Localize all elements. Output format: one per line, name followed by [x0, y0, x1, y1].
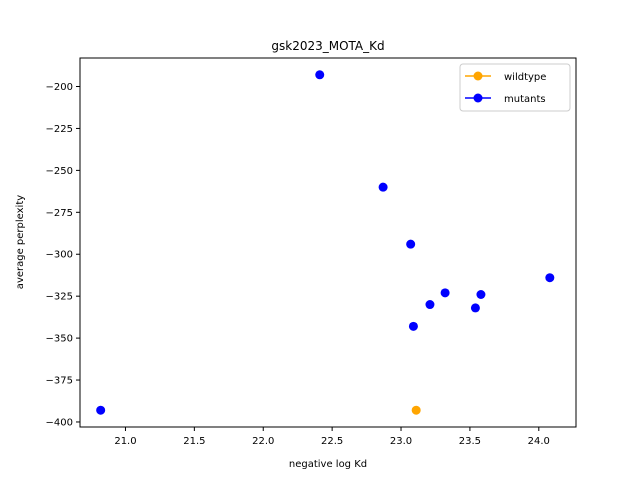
x-tick-label: 22.5 — [321, 436, 343, 447]
x-axis-ticks: 21.0 21.5 22.0 22.5 23.0 23.5 24.0 — [114, 427, 550, 447]
data-point-mutants — [440, 288, 450, 298]
data-point-mutants — [408, 321, 418, 331]
y-tick-label: −250 — [46, 166, 73, 177]
data-points — [96, 70, 555, 415]
x-tick-label: 21.5 — [183, 436, 205, 447]
legend-mutants-label: mutants — [504, 94, 546, 105]
x-tick-label: 21.0 — [114, 436, 136, 447]
data-point-mutants — [378, 182, 388, 192]
y-tick-label: −225 — [46, 124, 73, 135]
x-axis-label: negative log Kd — [289, 459, 367, 470]
data-point-mutants — [470, 303, 480, 313]
x-tick-label: 23.5 — [459, 436, 481, 447]
plot-area — [80, 58, 576, 427]
y-tick-label: −200 — [46, 82, 73, 93]
legend-wildtype-label: wildtype — [504, 72, 546, 83]
legend: wildtype mutants — [459, 63, 571, 112]
data-point-mutants — [476, 289, 486, 299]
y-tick-label: −375 — [46, 376, 73, 387]
data-point-mutants — [315, 70, 325, 80]
y-tick-label: −325 — [46, 292, 73, 303]
y-tick-label: −400 — [46, 417, 73, 428]
x-tick-label: 24.0 — [528, 436, 550, 447]
data-point-mutants — [406, 239, 416, 249]
x-tick-label: 23.0 — [390, 436, 412, 447]
plot-frame — [79, 57, 577, 428]
y-tick-label: −300 — [46, 250, 73, 261]
y-tick-label: −275 — [46, 208, 73, 219]
data-point-mutants — [96, 405, 106, 415]
y-tick-label: −350 — [46, 334, 73, 345]
data-point-wildtype — [411, 405, 421, 415]
y-axis-label: average perplexity — [15, 195, 26, 289]
x-tick-label: 22.0 — [252, 436, 274, 447]
chart-title: gsk2023_MOTA_Kd — [271, 39, 384, 53]
legend-wildtype-marker — [473, 71, 483, 81]
y-axis-ticks: −200 −225 −250 −275 −300 −325 −350 −375 −400 — [46, 82, 80, 428]
data-point-mutants — [425, 300, 435, 310]
legend-mutants-marker — [473, 93, 483, 103]
data-point-mutants — [545, 273, 555, 283]
